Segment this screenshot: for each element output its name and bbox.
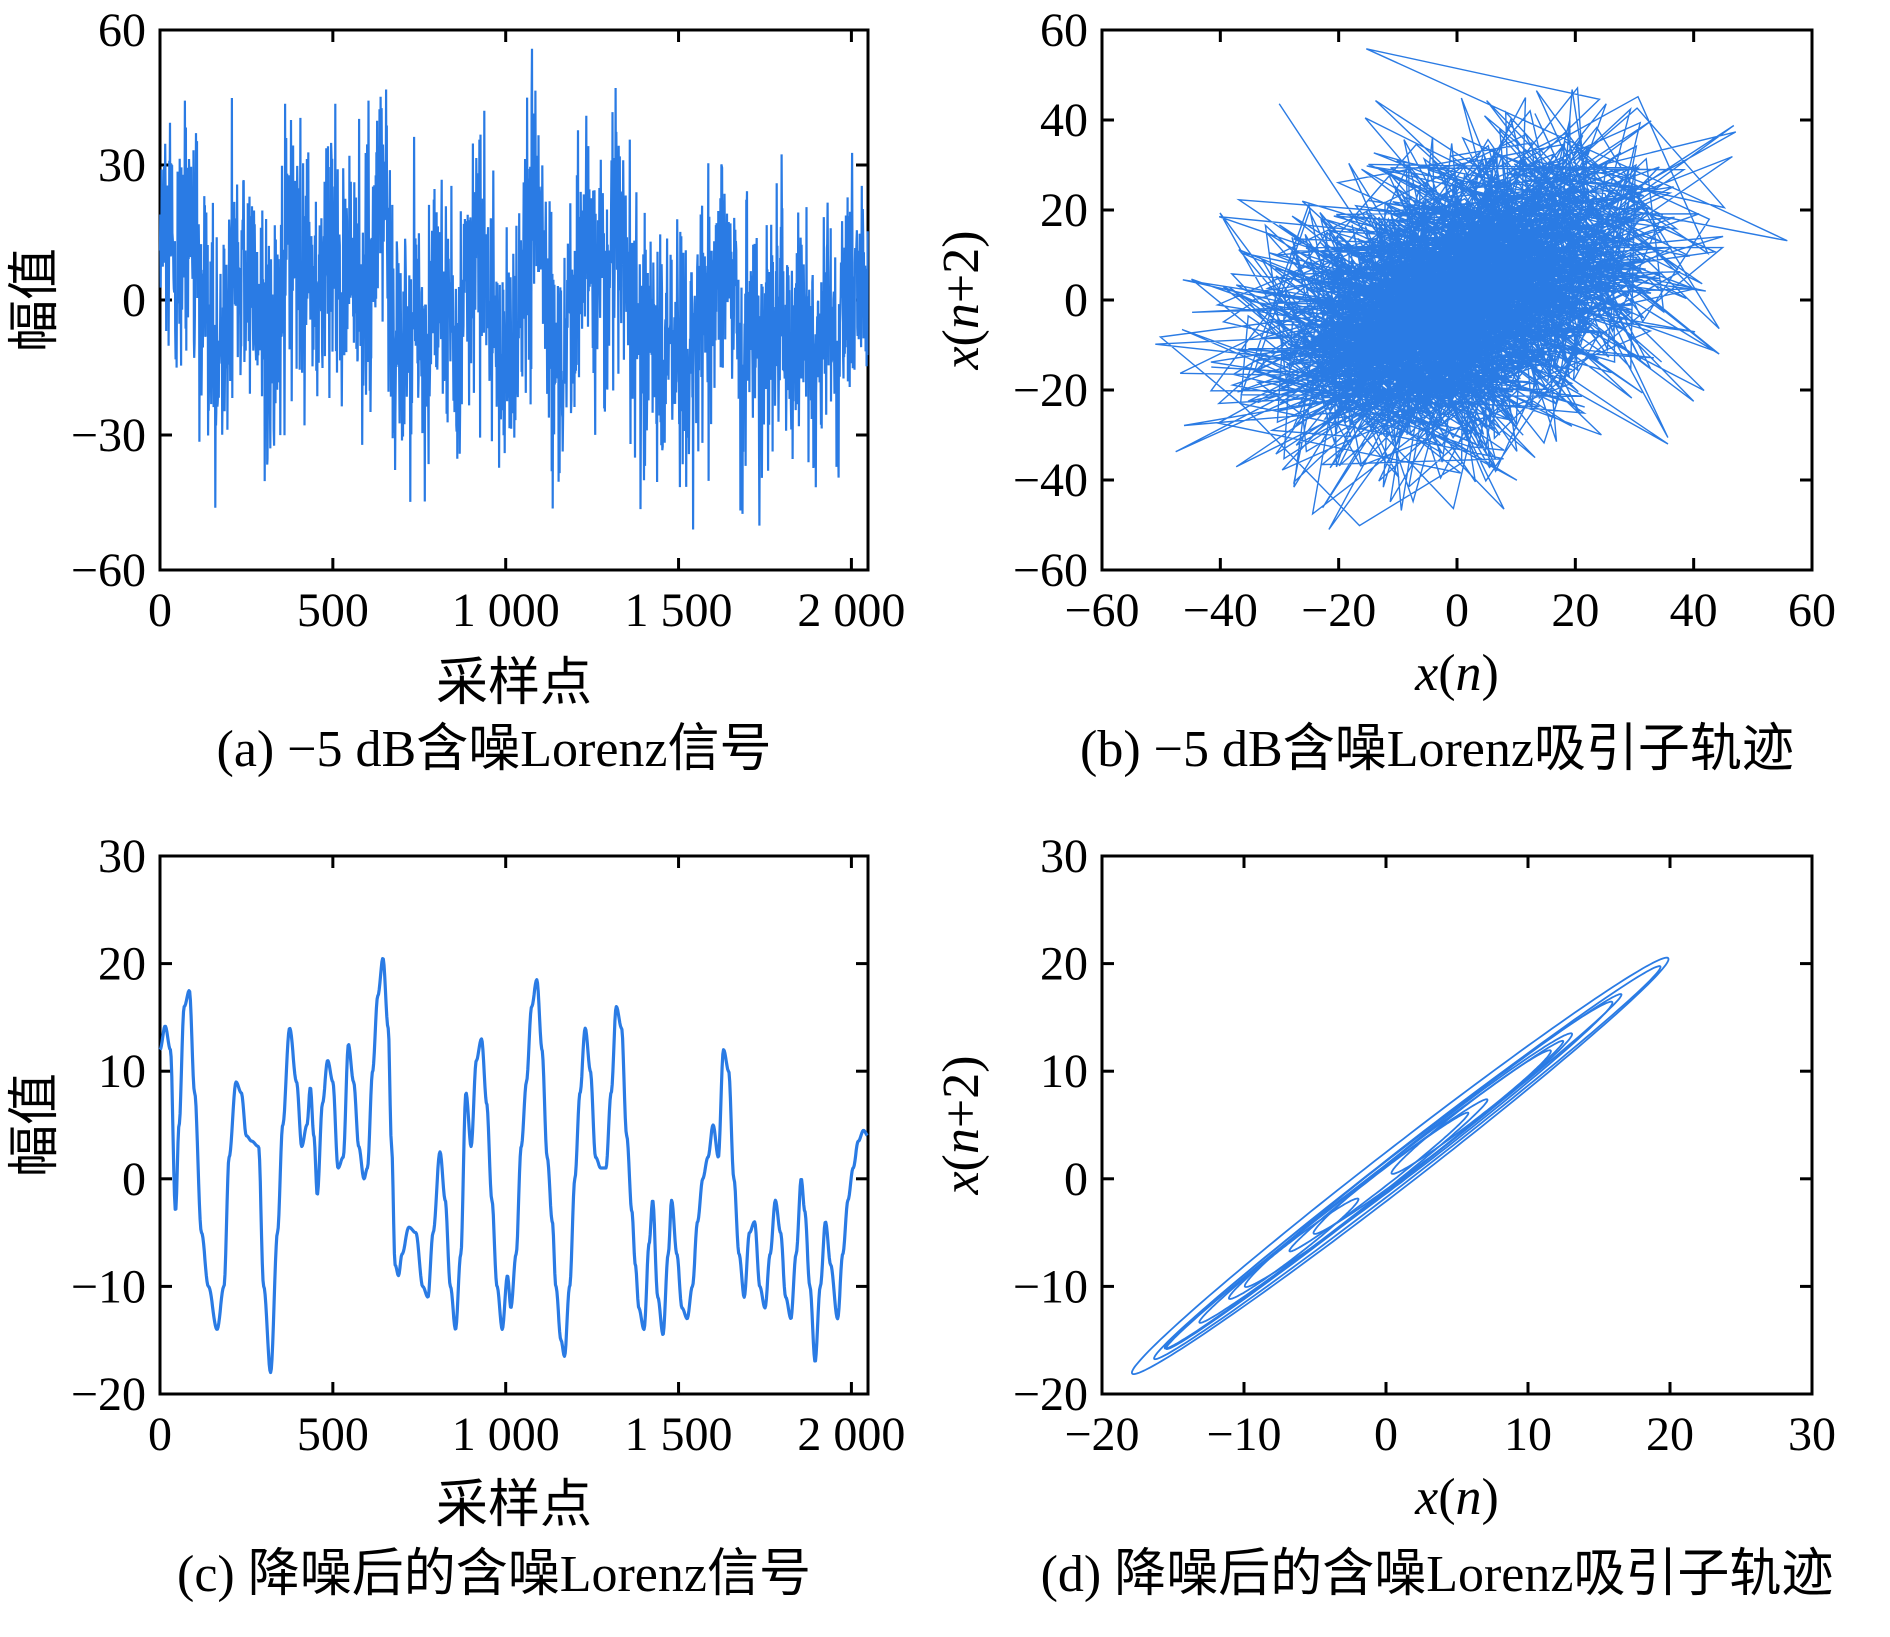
- panel-a-xtick-label: 500: [297, 584, 369, 637]
- panel-d-ytick-label: 10: [1040, 1045, 1088, 1098]
- panel-a-ytick-label: 0: [122, 274, 146, 327]
- panel-a-series-line: [158, 48, 869, 530]
- panel-a-xtick-label: 2 000: [797, 584, 905, 637]
- panel-a-xtick-label: 1 000: [452, 584, 560, 637]
- panel-d-trajectory-loop: [1243, 1000, 1614, 1288]
- panel-b-caption: (b) −5 dB含噪Lorenz吸引子轨迹: [1080, 721, 1794, 778]
- panel-c-caption: (c) 降噪后的含噪Lorenz信号: [177, 1546, 811, 1603]
- panel-c-xtick-label: 1 500: [625, 1408, 733, 1461]
- panel-c-ytick-label: 0: [122, 1153, 146, 1206]
- panel-d-ytick-label: −20: [1013, 1368, 1088, 1421]
- panel-c-series-line: [158, 957, 869, 1375]
- panel-a-ytick-label: 60: [98, 4, 146, 57]
- panel-c-xtick-label: 1 000: [452, 1408, 560, 1461]
- panel-d-trajectory-loop: [1390, 1049, 1552, 1175]
- panel-b-xtick-label: −20: [1301, 584, 1376, 637]
- panel-a-ytick-label: −60: [71, 544, 146, 597]
- panel-c-ytick-label: −20: [71, 1368, 146, 1421]
- panel-a-xlabel: 采样点: [436, 655, 592, 712]
- panel-c-xtick-label: 2 000: [797, 1408, 905, 1461]
- panel-c-ylabel: 幅值: [7, 1073, 64, 1177]
- panel-a-ylabel: 幅值: [7, 248, 64, 352]
- panel-d-trajectory-loop: [1153, 965, 1662, 1361]
- panel-c-ytick-label: −10: [71, 1260, 146, 1313]
- panel-d-trajectory-loop: [1288, 1111, 1470, 1253]
- panel-b-xtick-label: −40: [1183, 584, 1258, 637]
- panel-b-ytick-label: −60: [1013, 544, 1088, 597]
- panel-d-trajectory-loop: [1227, 1197, 1360, 1300]
- panel-b-ylabel: x(n+2): [933, 230, 990, 370]
- panel-b-ytick-label: −40: [1013, 454, 1088, 507]
- panel-a-xtick-label: 0: [148, 584, 172, 637]
- panel-d-ylabel: x(n+2): [933, 1055, 990, 1195]
- panel-a-time-series-noisy: 0 500 1 000 1 500 2 000 −60 −30 0 30 60 采样点 幅值 (a) −…: [7, 4, 905, 778]
- panel-c-xtick-label: 500: [297, 1408, 369, 1461]
- panel-b-xtick-label: 0: [1445, 584, 1469, 637]
- panel-b-series-line: [1155, 48, 1788, 530]
- panel-b-attractor-noisy: −60 −40 −20 0 20 40 60 −60 −40 −20 0 20 40 60 x(n) x(n+…: [933, 4, 1836, 778]
- panel-b-ytick-label: −20: [1013, 364, 1088, 417]
- panel-a-xtick-label: 1 500: [625, 584, 733, 637]
- panel-d-trajectory-loop: [1198, 1098, 1489, 1324]
- panel-d-xtick-label: −10: [1206, 1408, 1281, 1461]
- panel-a-ytick-label: 30: [98, 139, 146, 192]
- panel-b-ytick-label: 40: [1040, 94, 1088, 147]
- panel-d-trajectory-loop: [1312, 1032, 1574, 1235]
- panel-d-attractor-denoised: −20 −10 0 10 20 30 −20 −10 0 10 20 30 x(n) x(n+2) (d) …: [933, 830, 1836, 1603]
- panel-a-caption: (a) −5 dB含噪Lorenz信号: [217, 721, 772, 778]
- panel-b-xtick-label: 60: [1788, 584, 1836, 637]
- panel-c-ytick-label: 10: [98, 1045, 146, 1098]
- panel-b-xlabel: x(n): [1414, 645, 1499, 702]
- panel-d-ytick-label: 30: [1040, 830, 1088, 883]
- panel-d-ytick-label: 20: [1040, 938, 1088, 991]
- panel-d-xtick-label: 0: [1374, 1408, 1398, 1461]
- panel-d-trajectory-loop: [1130, 956, 1670, 1375]
- panel-c-ytick-label: 20: [98, 938, 146, 991]
- panel-d-ytick-label: −10: [1013, 1260, 1088, 1313]
- panel-d-xtick-label: 20: [1646, 1408, 1694, 1461]
- panel-c-time-series-denoised: 0 500 1 000 1 500 2 000 −20 −10 0 10 20 30 采样点 幅值 (c)…: [7, 830, 905, 1603]
- panel-b-xtick-label: −60: [1064, 584, 1139, 637]
- panel-d-frame: [1100, 854, 1814, 1396]
- panel-a-ytick-label: −30: [71, 409, 146, 462]
- panel-b-ytick-label: 0: [1064, 274, 1088, 327]
- panel-c-ytick-label: 30: [98, 830, 146, 883]
- panel-c-xtick-label: 0: [148, 1408, 172, 1461]
- panel-d-xlabel: x(n): [1414, 1469, 1499, 1526]
- panel-c-xlabel: 采样点: [436, 1477, 592, 1534]
- panel-c-frame: [158, 854, 870, 1396]
- panel-b-xtick-label: 40: [1670, 584, 1718, 637]
- panel-b-ytick-label: 20: [1040, 184, 1088, 237]
- panel-d-xtick-label: −20: [1064, 1408, 1139, 1461]
- panel-d-trajectory-loop: [1165, 1039, 1565, 1351]
- panel-d-xtick-label: 30: [1788, 1408, 1836, 1461]
- panel-d-xtick-label: 10: [1504, 1408, 1552, 1461]
- panel-d-caption: (d) 降噪后的含噪Lorenz吸引子轨迹: [1041, 1546, 1834, 1603]
- panel-b-ytick-label: 60: [1040, 4, 1088, 57]
- panel-d-ytick-label: 0: [1064, 1153, 1088, 1206]
- panel-b-xtick-label: 20: [1551, 584, 1599, 637]
